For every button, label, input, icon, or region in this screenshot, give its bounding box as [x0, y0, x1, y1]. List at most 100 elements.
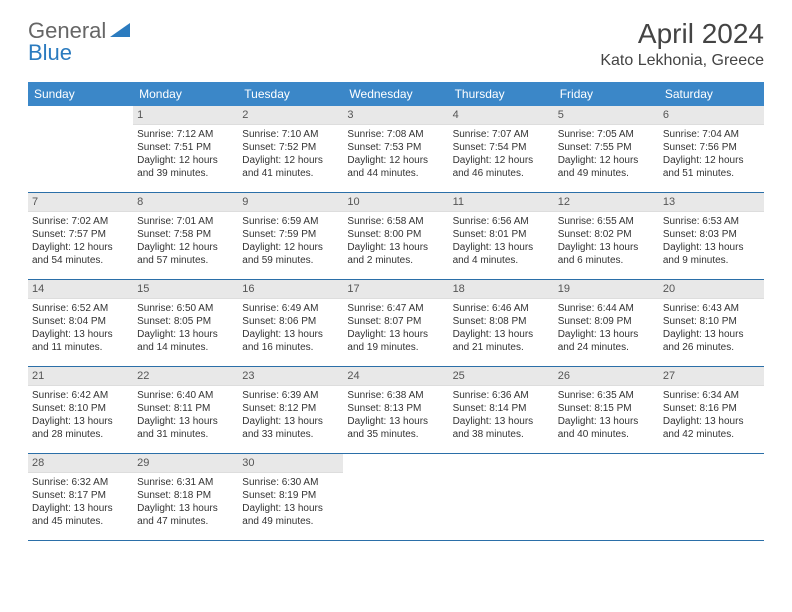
title-block: April 2024 Kato Lekhonia, Greece — [600, 18, 764, 70]
calendar-cell: 11Sunrise: 6:56 AMSunset: 8:01 PMDayligh… — [449, 193, 554, 279]
daylight-text: Daylight: 13 hours and 9 minutes. — [663, 241, 760, 267]
day-header: Sunday — [28, 82, 133, 106]
day-number: 13 — [659, 193, 764, 212]
day-number: 1 — [133, 106, 238, 125]
day-number: 10 — [343, 193, 448, 212]
day-content: Sunrise: 6:31 AMSunset: 8:18 PMDaylight:… — [133, 473, 238, 534]
sunrise-text: Sunrise: 6:50 AM — [137, 302, 234, 315]
sunset-text: Sunset: 8:13 PM — [347, 402, 444, 415]
calendar-cell: 23Sunrise: 6:39 AMSunset: 8:12 PMDayligh… — [238, 367, 343, 453]
sunrise-text: Sunrise: 6:38 AM — [347, 389, 444, 402]
calendar-week: 14Sunrise: 6:52 AMSunset: 8:04 PMDayligh… — [28, 280, 764, 367]
day-content: Sunrise: 7:01 AMSunset: 7:58 PMDaylight:… — [133, 212, 238, 273]
sunrise-text: Sunrise: 6:56 AM — [453, 215, 550, 228]
calendar-cell: 9Sunrise: 6:59 AMSunset: 7:59 PMDaylight… — [238, 193, 343, 279]
sunrise-text: Sunrise: 6:36 AM — [453, 389, 550, 402]
calendar-cell: 25 Sunrise: 6:36 AMSunset: 8:14 PMDayligh… — [449, 367, 554, 453]
calendar-cell: 24Sunrise: 6:38 AMSunset: 8:13 PMDayligh… — [343, 367, 448, 453]
calendar-cell: 19Sunrise: 6:44 AMSunset: 8:09 PMDayligh… — [554, 280, 659, 366]
sunset-text: Sunset: 8:00 PM — [347, 228, 444, 241]
day-content: Sunrise: 6:39 AMSunset: 8:12 PMDaylight:… — [238, 386, 343, 447]
daylight-text: Daylight: 13 hours and 26 minutes. — [663, 328, 760, 354]
day-content: Sunrise: 6:59 AMSunset: 7:59 PMDaylight:… — [238, 212, 343, 273]
sunrise-text: Sunrise: 6:43 AM — [663, 302, 760, 315]
daylight-text: Daylight: 13 hours and 38 minutes. — [453, 415, 550, 441]
day-number: 27 — [659, 367, 764, 386]
sunrise-text: Sunrise: 7:01 AM — [137, 215, 234, 228]
day-content: Sunrise: 6:47 AMSunset: 8:07 PMDaylight:… — [343, 299, 448, 360]
calendar-cell: 3Sunrise: 7:08 AMSunset: 7:53 PMDaylight… — [343, 106, 448, 192]
calendar-week: 28Sunrise: 6:32 AMSunset: 8:17 PMDayligh… — [28, 454, 764, 541]
sunset-text: Sunset: 7:55 PM — [558, 141, 655, 154]
sunrise-text: Sunrise: 6:59 AM — [242, 215, 339, 228]
day-content: Sunrise: 6:43 AMSunset: 8:10 PMDaylight:… — [659, 299, 764, 360]
daylight-text: Daylight: 13 hours and 14 minutes. — [137, 328, 234, 354]
daylight-text: Daylight: 13 hours and 42 minutes. — [663, 415, 760, 441]
daylight-text: Daylight: 13 hours and 2 minutes. — [347, 241, 444, 267]
daylight-text: Daylight: 13 hours and 16 minutes. — [242, 328, 339, 354]
header: General April 2024 Kato Lekhonia, Greece — [28, 18, 764, 70]
calendar-cell: 26Sunrise: 6:35 AMSunset: 8:15 PMDayligh… — [554, 367, 659, 453]
calendar-cell: 12Sunrise: 6:55 AMSunset: 8:02 PMDayligh… — [554, 193, 659, 279]
sunset-text: Sunset: 8:18 PM — [137, 489, 234, 502]
day-content: Sunrise: 6:40 AMSunset: 8:11 PMDaylight:… — [133, 386, 238, 447]
sunset-text: Sunset: 8:02 PM — [558, 228, 655, 241]
sunset-text: Sunset: 8:07 PM — [347, 315, 444, 328]
daylight-text: Daylight: 12 hours and 54 minutes. — [32, 241, 129, 267]
calendar-cell: 2Sunrise: 7:10 AMSunset: 7:52 PMDaylight… — [238, 106, 343, 192]
daylight-text: Daylight: 12 hours and 49 minutes. — [558, 154, 655, 180]
calendar-cell: 15Sunrise: 6:50 AMSunset: 8:05 PMDayligh… — [133, 280, 238, 366]
day-number: 9 — [238, 193, 343, 212]
sunset-text: Sunset: 8:14 PM — [453, 402, 550, 415]
calendar-cell: 10Sunrise: 6:58 AMSunset: 8:00 PMDayligh… — [343, 193, 448, 279]
day-header: Monday — [133, 82, 238, 106]
sunrise-text: Sunrise: 6:32 AM — [32, 476, 129, 489]
day-content: Sunrise: 7:12 AMSunset: 7:51 PMDaylight:… — [133, 125, 238, 186]
calendar-week: .1Sunrise: 7:12 AMSunset: 7:51 PMDayligh… — [28, 106, 764, 193]
daylight-text: Daylight: 13 hours and 45 minutes. — [32, 502, 129, 528]
sunrise-text: Sunrise: 6:58 AM — [347, 215, 444, 228]
logo-text-blue: Blue — [28, 40, 72, 66]
calendar-cell: 13Sunrise: 6:53 AMSunset: 8:03 PMDayligh… — [659, 193, 764, 279]
day-content: Sunrise: 6:58 AMSunset: 8:00 PMDaylight:… — [343, 212, 448, 273]
day-content: Sunrise: 6:34 AMSunset: 8:16 PMDaylight:… — [659, 386, 764, 447]
day-content: Sunrise: 6:42 AMSunset: 8:10 PMDaylight:… — [28, 386, 133, 447]
calendar-cell: 22Sunrise: 6:40 AMSunset: 8:11 PMDayligh… — [133, 367, 238, 453]
day-content: Sunrise: 6:30 AMSunset: 8:19 PMDaylight:… — [238, 473, 343, 534]
daylight-text: Daylight: 13 hours and 24 minutes. — [558, 328, 655, 354]
day-headers-row: Sunday Monday Tuesday Wednesday Thursday… — [28, 82, 764, 106]
calendar-cell: . — [28, 106, 133, 192]
sunrise-text: Sunrise: 7:10 AM — [242, 128, 339, 141]
day-content: Sunrise: 6:52 AMSunset: 8:04 PMDaylight:… — [28, 299, 133, 360]
sunset-text: Sunset: 8:06 PM — [242, 315, 339, 328]
weeks-container: .1Sunrise: 7:12 AMSunset: 7:51 PMDayligh… — [28, 106, 764, 541]
calendar-cell: 27Sunrise: 6:34 AMSunset: 8:16 PMDayligh… — [659, 367, 764, 453]
day-number: 5 — [554, 106, 659, 125]
day-content: Sunrise: 7:10 AMSunset: 7:52 PMDaylight:… — [238, 125, 343, 186]
calendar-cell: 7Sunrise: 7:02 AMSunset: 7:57 PMDaylight… — [28, 193, 133, 279]
calendar-cell: 16Sunrise: 6:49 AMSunset: 8:06 PMDayligh… — [238, 280, 343, 366]
daylight-text: Daylight: 12 hours and 44 minutes. — [347, 154, 444, 180]
day-content: Sunrise: 6:53 AMSunset: 8:03 PMDaylight:… — [659, 212, 764, 273]
sunrise-text: Sunrise: 6:55 AM — [558, 215, 655, 228]
day-header: Wednesday — [343, 82, 448, 106]
day-number: 2 — [238, 106, 343, 125]
calendar-cell: 6Sunrise: 7:04 AMSunset: 7:56 PMDaylight… — [659, 106, 764, 192]
daylight-text: Daylight: 13 hours and 21 minutes. — [453, 328, 550, 354]
day-content: Sunrise: 6:56 AMSunset: 8:01 PMDaylight:… — [449, 212, 554, 273]
day-number: 23 — [238, 367, 343, 386]
day-content: Sunrise: 6:55 AMSunset: 8:02 PMDaylight:… — [554, 212, 659, 273]
day-number: 25 — [449, 367, 554, 386]
calendar: Sunday Monday Tuesday Wednesday Thursday… — [28, 82, 764, 541]
sunset-text: Sunset: 7:54 PM — [453, 141, 550, 154]
day-content: Sunrise: 7:02 AMSunset: 7:57 PMDaylight:… — [28, 212, 133, 273]
location: Kato Lekhonia, Greece — [600, 52, 764, 70]
day-number: 26 — [554, 367, 659, 386]
daylight-text: Daylight: 13 hours and 4 minutes. — [453, 241, 550, 267]
day-content: Sunrise: 6:35 AMSunset: 8:15 PMDaylight:… — [554, 386, 659, 447]
sunset-text: Sunset: 8:09 PM — [558, 315, 655, 328]
calendar-cell: 18Sunrise: 6:46 AMSunset: 8:08 PMDayligh… — [449, 280, 554, 366]
day-content: Sunrise: 7:07 AMSunset: 7:54 PMDaylight:… — [449, 125, 554, 186]
day-content: Sunrise: 6:44 AMSunset: 8:09 PMDaylight:… — [554, 299, 659, 360]
sunset-text: Sunset: 7:56 PM — [663, 141, 760, 154]
